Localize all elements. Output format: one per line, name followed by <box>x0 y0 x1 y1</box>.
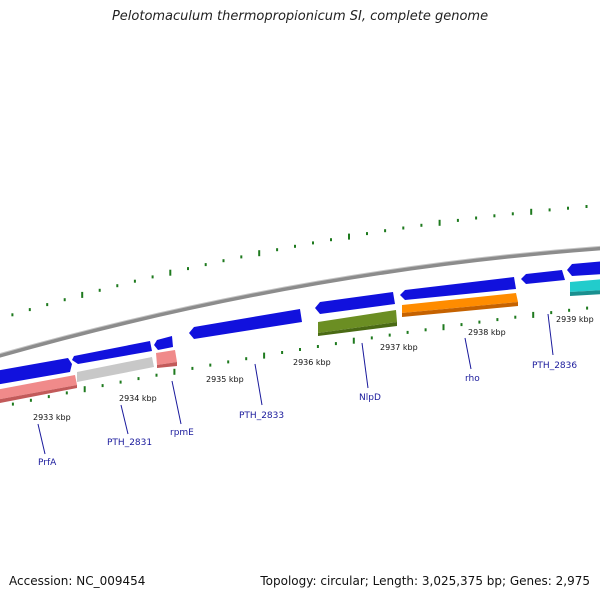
accession-value: NC_009454 <box>76 574 146 588</box>
gene-block[interactable] <box>402 293 518 313</box>
accession-footer: Accession: NC_009454 <box>9 574 145 588</box>
gene-label-rho[interactable]: rho <box>465 374 480 384</box>
gene-label-rpme[interactable]: rpmE <box>170 428 194 438</box>
gene-block[interactable] <box>77 357 154 382</box>
gene-block-shadow <box>157 362 177 368</box>
gene-labels: PrfA PTH_2831 rpmE PTH_2833 NlpD rho PTH… <box>38 361 577 468</box>
kbp-label: 2935 kbp <box>206 375 244 384</box>
leader-line <box>120 404 129 435</box>
topology-footer: Topology: circular; Length: 3,025,375 bp… <box>260 574 590 588</box>
forward-strand <box>0 261 600 385</box>
kbp-label: 2939 kbp <box>556 315 594 324</box>
leader-line <box>547 313 554 356</box>
gene-block[interactable] <box>0 375 77 400</box>
gene-leader-lines <box>37 313 554 455</box>
gene-label-prfa[interactable]: PrfA <box>38 458 57 468</box>
leader-line <box>171 380 182 425</box>
gene-arrow[interactable] <box>521 270 565 284</box>
outer-tick-row <box>11 205 588 317</box>
gene-block-shadow <box>318 322 397 336</box>
gene-block-shadow <box>402 302 518 317</box>
gene-label-pth-2836[interactable]: PTH_2836 <box>532 361 577 371</box>
kbp-label: 2936 kbp <box>293 358 331 367</box>
reverse-strand <box>0 279 600 404</box>
gene-arrow[interactable] <box>189 309 302 339</box>
gene-arrow[interactable] <box>0 358 72 385</box>
leader-line <box>361 342 369 389</box>
gene-arrow[interactable] <box>315 292 395 314</box>
gene-arrow[interactable] <box>400 277 516 300</box>
inner-tick-row <box>11 306 589 406</box>
gene-label-pth-2833[interactable]: PTH_2833 <box>239 411 284 421</box>
gene-block[interactable] <box>156 350 177 365</box>
accession-label: Accession: <box>9 574 73 588</box>
gene-block[interactable] <box>318 310 397 333</box>
gene-block-shadow <box>0 385 77 404</box>
kbp-label: 2938 kbp <box>468 328 506 337</box>
leader-line <box>37 423 46 455</box>
kbp-label: 2937 kbp <box>380 343 418 352</box>
genome-backbone <box>0 246 600 358</box>
kbp-label: 2933 kbp <box>33 413 71 422</box>
gene-arrow[interactable] <box>72 341 152 364</box>
kbp-label: 2934 kbp <box>119 394 157 403</box>
kbp-scale: 2933 kbp 2934 kbp 2935 kbp 2936 kbp 2937… <box>33 315 594 422</box>
leader-line <box>464 337 472 370</box>
genome-backbone-highlight <box>0 245 600 355</box>
gene-arrow[interactable] <box>567 261 600 276</box>
gene-block-shadow <box>570 290 600 296</box>
gene-arrow[interactable] <box>154 336 173 350</box>
gene-label-pth-2831[interactable]: PTH_2831 <box>107 438 152 448</box>
gene-label-nlpd[interactable]: NlpD <box>359 393 381 403</box>
leader-line <box>254 363 263 406</box>
page-title: Pelotomaculum thermopropionicum SI, comp… <box>111 9 489 24</box>
gene-block[interactable] <box>570 279 600 292</box>
